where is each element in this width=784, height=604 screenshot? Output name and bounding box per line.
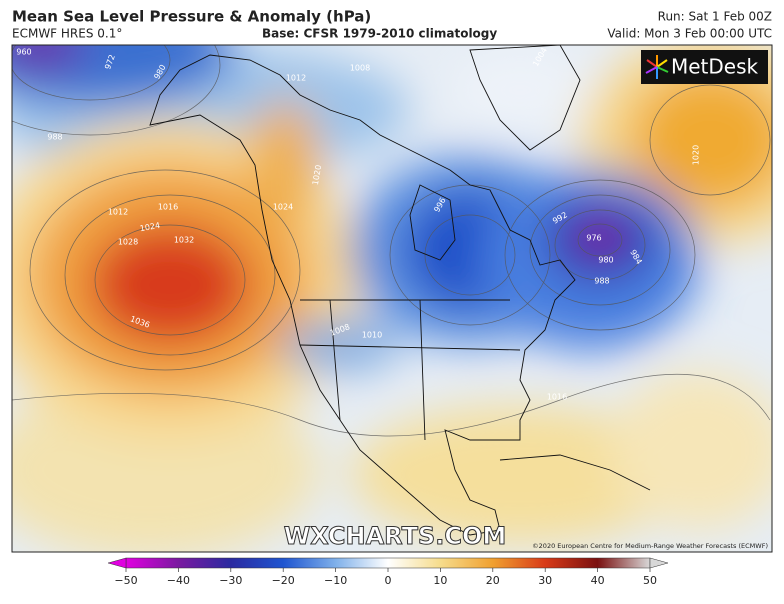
isobar-label: 976: [586, 234, 601, 243]
title: Mean Sea Level Pressure & Anomaly (hPa): [12, 8, 371, 26]
isobar-label: 1020: [311, 164, 323, 186]
isobar-label: 1024: [273, 203, 293, 212]
colorbar-tick-label: 0: [385, 574, 392, 587]
isobar-label: 1010: [362, 331, 382, 340]
run: Run: Sat 1 Feb 00Z: [658, 10, 772, 24]
colorbar-tick-label: 10: [433, 574, 447, 587]
colorbar-tick-label: 40: [591, 574, 605, 587]
model: ECMWF HRES 0.1°: [12, 27, 122, 41]
isobar-label: 980: [598, 256, 613, 265]
isobar-label: 1020: [692, 145, 701, 165]
isobar-label: 988: [594, 277, 609, 286]
colorbar-tick-label: −10: [324, 574, 347, 587]
colorbar-tick-label: 20: [486, 574, 500, 587]
map-frame: [11, 44, 773, 553]
colorbar-tick-label: −30: [219, 574, 242, 587]
colorbar-tick-label: −50: [114, 574, 137, 587]
isobar-label: 988: [47, 133, 62, 142]
isobar-label: 1016: [547, 393, 567, 402]
colorbar: −50 −40 −30 −20 −10 0 10 20 30 40 50: [107, 557, 669, 587]
isobar-label: 1028: [118, 238, 138, 247]
valid: Valid: Mon 3 Feb 00:00 UTC: [607, 27, 772, 41]
isobar-label: 960: [16, 48, 31, 57]
isobar-label: 1012: [286, 74, 306, 83]
map: WXCHARTS.COM ©2020 European Centre for M…: [12, 45, 772, 552]
colorbar-tick-label: −40: [167, 574, 190, 587]
watermark: WXCHARTS.COM: [284, 522, 506, 550]
colorbar-tick-label: 50: [643, 574, 657, 587]
isobar-label: 1016: [158, 203, 178, 212]
isobar-label: 1032: [174, 236, 194, 245]
colorbar-tick-label: −20: [272, 574, 295, 587]
colorbar-tick-label: 30: [538, 574, 552, 587]
base: Base: CFSR 1979-2010 climatology: [262, 27, 497, 41]
copyright: ©2020 European Centre for Medium-Range W…: [532, 542, 768, 550]
isobar-label: 1008: [350, 64, 370, 73]
isobar-label: 1024: [139, 221, 161, 233]
isobar-label: 1012: [108, 208, 128, 217]
logo: MetDesk: [641, 50, 768, 84]
logo-text: MetDesk: [671, 55, 759, 79]
